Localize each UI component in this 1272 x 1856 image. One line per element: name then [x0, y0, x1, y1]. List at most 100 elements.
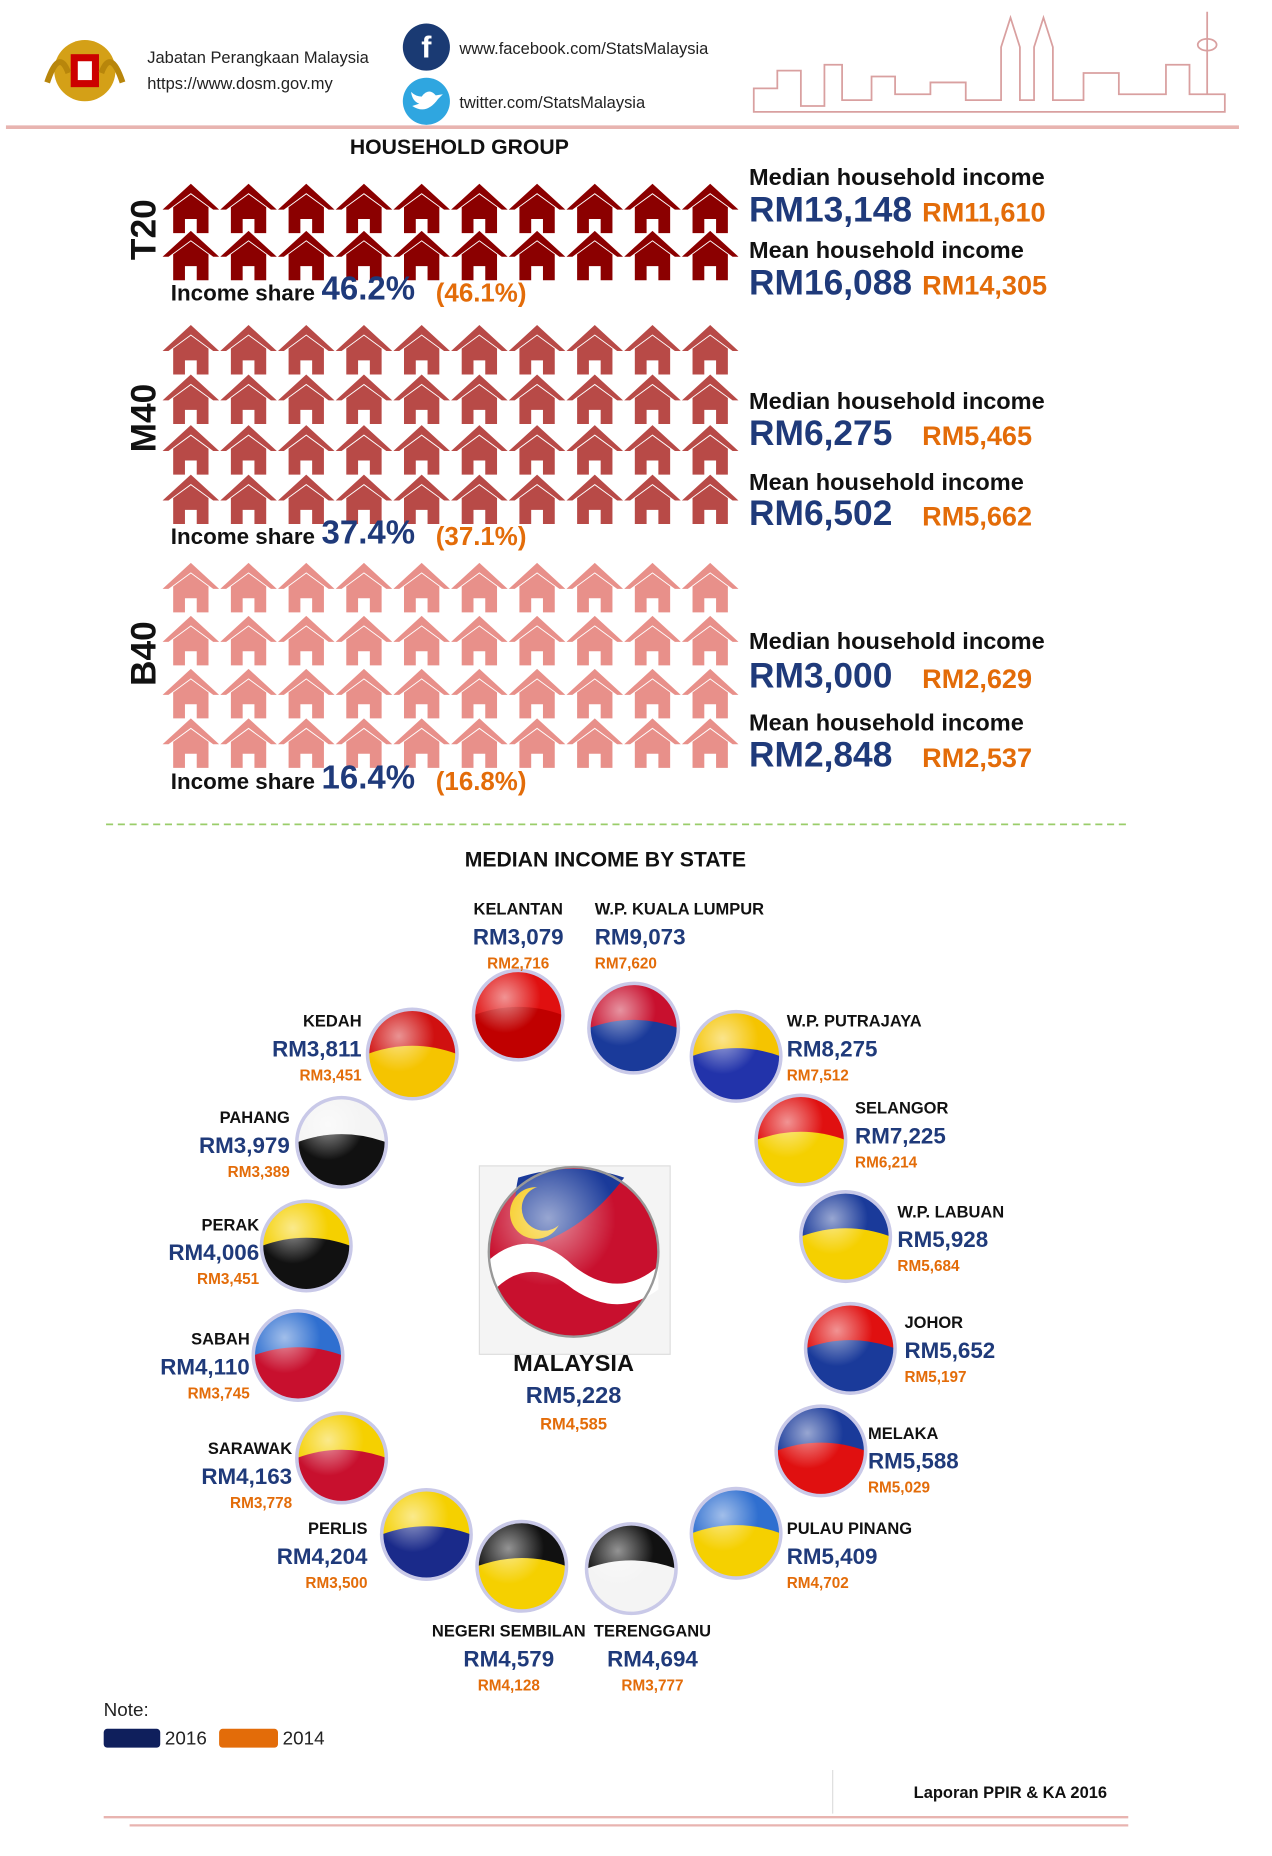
house: [508, 668, 566, 719]
house: [393, 474, 450, 525]
house: [277, 374, 335, 424]
state-2016: RM5,409: [787, 1544, 878, 1569]
national-name: MALAYSIA: [513, 1350, 634, 1376]
house: [624, 230, 681, 281]
house: [277, 615, 335, 666]
state-flag-gloss: [379, 1487, 473, 1582]
share-2016: 16.4%: [322, 758, 415, 795]
state-name: JOHOR: [905, 1314, 964, 1332]
state-name: SABAH: [191, 1331, 250, 1349]
state-2014: RM3,500: [305, 1575, 367, 1592]
state-2016: RM5,588: [868, 1449, 959, 1474]
groups: T20 Income share 46.2% (46.1%) Median househ…: [124, 164, 1047, 796]
house: [566, 562, 624, 613]
state-2016: RM5,652: [905, 1338, 996, 1363]
share-2014: (46.1%): [436, 279, 527, 307]
median-2014: RM5,465: [922, 420, 1032, 451]
state-2016: RM3,079: [473, 925, 564, 950]
house: [220, 230, 277, 281]
house: [566, 230, 624, 281]
share-label: Income share: [171, 524, 315, 549]
national-2016: RM5,228: [526, 1382, 622, 1408]
state-2014: RM3,389: [228, 1164, 290, 1181]
house: [681, 562, 739, 613]
house: [277, 718, 335, 768]
share-label: Income share: [171, 769, 315, 794]
median-2014: RM2,629: [922, 663, 1032, 694]
state-flag-gloss: [251, 1308, 345, 1403]
section-title: HOUSEHOLD GROUP: [350, 136, 569, 159]
house: [393, 562, 450, 613]
state-flag-gloss: [689, 1486, 783, 1580]
house: [220, 718, 277, 768]
house: [451, 718, 508, 768]
house: [162, 718, 220, 768]
state-2016: RM4,110: [160, 1354, 250, 1379]
skyline: [752, 11, 1226, 113]
org-url: https://www.dosm.gov.my: [147, 75, 333, 93]
state-2016: RM4,163: [201, 1464, 292, 1489]
mean-2016: RM6,502: [749, 494, 892, 533]
house: [451, 562, 508, 613]
state-2016: RM4,579: [463, 1646, 554, 1671]
legend-swatch: [103, 1728, 161, 1748]
house: [393, 230, 450, 281]
state-flag-gloss: [799, 1190, 893, 1284]
state-name: PERLIS: [308, 1520, 367, 1538]
median-2016: RM3,000: [749, 657, 892, 696]
mean-2016: RM2,848: [749, 736, 892, 775]
national-2014: RM4,585: [540, 1415, 607, 1433]
house: [335, 425, 393, 475]
house: [681, 230, 739, 281]
house: [335, 183, 393, 234]
house: [393, 425, 450, 475]
house: [624, 562, 681, 613]
house: [220, 474, 277, 525]
house: [508, 718, 566, 768]
house: [681, 183, 739, 234]
twitter-link[interactable]: twitter.com/StatsMalaysia: [459, 94, 646, 112]
house: [508, 615, 566, 666]
state-2014: RM3,777: [621, 1677, 683, 1694]
state-2016: RM7,225: [855, 1124, 946, 1149]
group-label: M40: [124, 384, 163, 453]
house: [277, 562, 335, 613]
state-flag-gloss: [365, 1007, 459, 1101]
house: [335, 562, 393, 613]
footer-text: Laporan PPIR & KA 2016: [914, 1784, 1107, 1802]
median-2016: RM6,275: [749, 414, 892, 453]
house: [162, 325, 220, 375]
house: [220, 374, 277, 424]
state-2014: RM3,778: [230, 1495, 293, 1512]
state-flag-gloss: [295, 1411, 389, 1505]
mean-2014: RM14,305: [922, 270, 1047, 301]
state-2016: RM9,073: [595, 925, 686, 950]
state-name: MELAKA: [868, 1425, 939, 1443]
state-flag-gloss: [471, 968, 565, 1062]
state-name: PERAK: [201, 1216, 259, 1234]
house: [681, 325, 739, 375]
house: [451, 474, 508, 525]
house: [220, 668, 277, 719]
median-label: Median household income: [749, 628, 1045, 654]
house: [162, 183, 220, 234]
house: [566, 718, 624, 768]
house: [681, 718, 739, 768]
facebook-icon: [402, 23, 450, 71]
state-name: W.P. PUTRAJAYA: [787, 1013, 922, 1031]
state-flag-gloss: [774, 1404, 868, 1498]
facebook-link[interactable]: www.facebook.com/StatsMalaysia: [458, 40, 709, 58]
share-2014: (16.8%): [436, 768, 527, 796]
share-2014: (37.1%): [436, 523, 527, 551]
section-title: MEDIAN INCOME BY STATE: [465, 848, 746, 871]
house: [451, 425, 508, 475]
house: [451, 230, 508, 281]
house: [162, 425, 220, 475]
state-2014: RM3,451: [300, 1067, 363, 1084]
house: [566, 668, 624, 719]
facebook-glyph: f: [421, 31, 432, 65]
house: [681, 615, 739, 666]
house: [566, 325, 624, 375]
mean-label: Mean household income: [749, 237, 1024, 263]
